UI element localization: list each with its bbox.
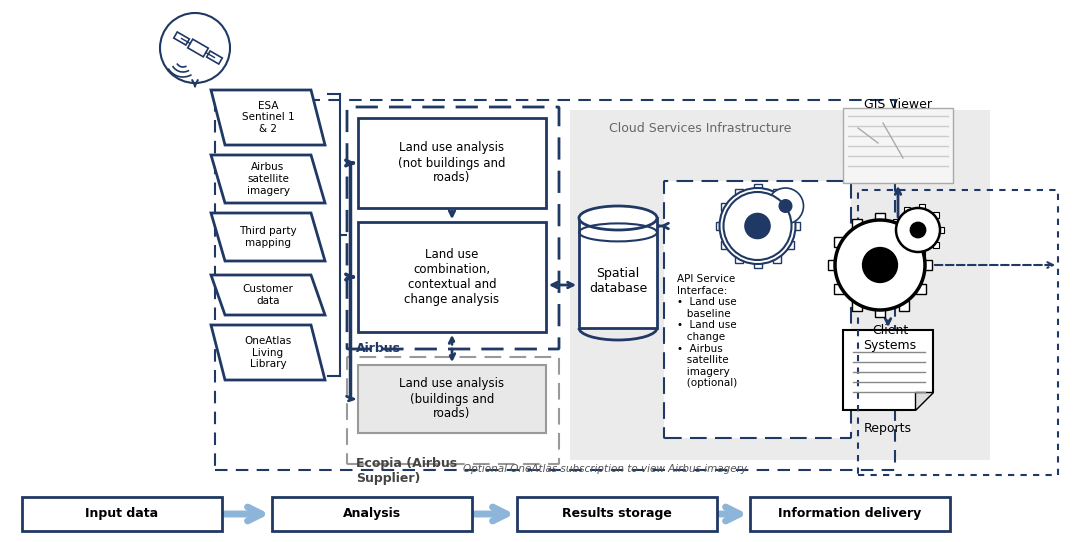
Circle shape <box>779 199 791 212</box>
Text: Input data: Input data <box>85 507 158 520</box>
Polygon shape <box>211 90 325 145</box>
Text: Reports: Reports <box>864 422 912 435</box>
Bar <box>834 236 845 247</box>
Text: Third party
mapping: Third party mapping <box>239 226 296 248</box>
Text: Airbus
satellite
imagery: Airbus satellite imagery <box>246 163 290 196</box>
Polygon shape <box>843 330 933 410</box>
Text: Spatial
database: Spatial database <box>589 267 647 295</box>
Circle shape <box>719 188 796 264</box>
Bar <box>753 184 762 192</box>
Bar <box>720 241 728 249</box>
Circle shape <box>744 214 771 238</box>
Text: Land use analysis
(not buildings and
roads): Land use analysis (not buildings and roa… <box>398 141 506 184</box>
Text: Client
Systems: Client Systems <box>863 324 917 352</box>
Bar <box>933 212 938 218</box>
Bar <box>922 260 932 270</box>
Bar <box>858 190 1058 475</box>
Bar <box>933 242 938 248</box>
Bar <box>750 497 950 531</box>
Bar <box>938 227 944 233</box>
Bar <box>898 220 908 229</box>
Bar <box>828 260 838 270</box>
Text: Analysis: Analysis <box>343 507 401 520</box>
FancyBboxPatch shape <box>347 357 559 464</box>
Text: ESA
Sentinel 1
& 2: ESA Sentinel 1 & 2 <box>242 101 294 134</box>
Bar <box>791 222 799 230</box>
Bar <box>834 283 845 294</box>
Bar <box>843 108 953 183</box>
Text: Customer
data: Customer data <box>243 284 293 306</box>
Bar <box>851 220 861 229</box>
Bar <box>358 222 546 332</box>
FancyBboxPatch shape <box>664 181 851 438</box>
Bar <box>753 260 762 268</box>
Polygon shape <box>211 213 325 261</box>
Bar <box>919 204 925 210</box>
Bar <box>851 301 861 311</box>
Bar <box>517 497 717 531</box>
Bar <box>904 247 909 253</box>
Bar <box>894 219 899 225</box>
Bar <box>875 307 885 317</box>
Polygon shape <box>211 325 325 380</box>
Bar <box>358 365 546 433</box>
Bar <box>898 301 908 311</box>
Bar <box>919 250 925 256</box>
Ellipse shape <box>579 206 657 230</box>
Bar <box>735 189 742 197</box>
Polygon shape <box>211 155 325 203</box>
Text: Airbus: Airbus <box>356 342 401 355</box>
Text: Information delivery: Information delivery <box>778 507 922 520</box>
Text: API Service
Interface:
•  Land use
   baseline
•  Land use
   change
•  Airbus
 : API Service Interface: • Land use baseli… <box>677 274 737 389</box>
Bar <box>215 100 895 470</box>
Bar <box>720 203 728 211</box>
Bar <box>773 255 780 263</box>
Circle shape <box>863 248 897 282</box>
Circle shape <box>835 220 925 310</box>
FancyBboxPatch shape <box>347 107 559 349</box>
Bar <box>22 497 222 531</box>
Circle shape <box>767 188 803 224</box>
Bar <box>358 118 546 208</box>
Text: Results storage: Results storage <box>562 507 671 520</box>
Polygon shape <box>211 275 325 315</box>
Polygon shape <box>915 392 933 410</box>
Text: Land use analysis
(buildings and
roads): Land use analysis (buildings and roads) <box>399 377 505 421</box>
Bar <box>786 241 795 249</box>
Text: Optional OneAtlas subscription to view Airbus imagery: Optional OneAtlas subscription to view A… <box>463 464 747 474</box>
Bar <box>916 283 925 294</box>
Text: GIS Viewer: GIS Viewer <box>864 98 932 111</box>
Text: Ecopia (Airbus
Supplier): Ecopia (Airbus Supplier) <box>356 457 457 485</box>
Circle shape <box>910 222 925 238</box>
Text: Cloud Services Infrastructure: Cloud Services Infrastructure <box>609 121 791 134</box>
Bar <box>272 497 472 531</box>
Bar <box>894 235 899 241</box>
Bar <box>904 207 909 213</box>
Text: OneAtlas
Living
Library: OneAtlas Living Library <box>244 336 292 369</box>
Bar <box>735 255 742 263</box>
Text: Land use
combination,
contextual and
change analysis: Land use combination, contextual and cha… <box>404 248 499 306</box>
Circle shape <box>896 208 940 252</box>
Bar <box>579 218 657 328</box>
Circle shape <box>724 192 791 260</box>
Bar <box>715 222 724 230</box>
Bar <box>773 189 780 197</box>
Bar <box>875 213 885 223</box>
Bar <box>570 110 990 460</box>
Bar <box>916 236 925 247</box>
Bar <box>786 203 795 211</box>
